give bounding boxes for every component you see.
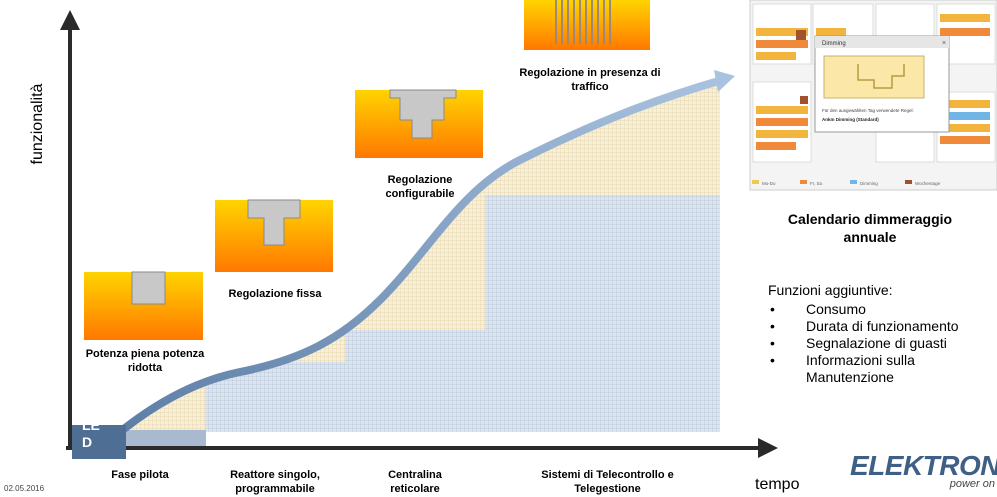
profile-chart-3 [355, 89, 483, 158]
led-tag: LE D [82, 417, 100, 450]
led-box [72, 425, 126, 459]
calendar-popup: Dimming × Für den ausgewählten Tag verwe… [814, 35, 950, 133]
calendar-legend: Mo-Do Fr, Sa Dimming Wochentage [752, 180, 941, 186]
x-axis-label: tempo [755, 476, 800, 493]
x-axis-arrow [758, 438, 778, 458]
evolution-curve [117, 76, 724, 436]
list-item: Consumo [768, 301, 959, 318]
date-stamp: 02.05.2016 [4, 484, 45, 493]
stage-label-pilot: Fase pilota [111, 469, 169, 481]
profile-chart-4 [524, 0, 650, 50]
profile-chart-2 [215, 199, 333, 272]
popup-title: Dimming [822, 41, 846, 47]
y-axis-arrow [60, 10, 80, 30]
curve-arrowhead [714, 70, 735, 92]
calendar-title: Calendario dimmeraggio annuale [787, 211, 953, 245]
popup-note: Für den ausgewählten Tag verwendete Rege… [822, 108, 914, 113]
svg-text:Fr, Sa: Fr, Sa [810, 181, 823, 186]
stage-label-telecontrol: Sistemi di Telecontrollo e Telegestione [541, 469, 674, 495]
y-axis-label: funzionalità [29, 83, 46, 165]
brand-tagline: power on [949, 478, 995, 490]
stage-label-single-ballast: Reattore singolo, programmabile [230, 469, 320, 495]
profile-chart-1 [84, 271, 203, 340]
stage-label-central-unit: Centralina reticolare [388, 469, 442, 495]
svg-text:Mo-Do: Mo-Do [762, 181, 776, 186]
profile-label-fixed: Regolazione fissa [228, 288, 322, 300]
popup-rule: Ankm Dimming (Standard) [822, 117, 879, 122]
list-item: Segnalazione di guasti [768, 335, 959, 352]
elektron-logo: ELEKTRON power on [850, 450, 997, 491]
svg-text:×: × [942, 40, 946, 47]
additional-functions: Funzioni aggiuntive: Consumo Durata di f… [768, 282, 959, 386]
pilot-bar [126, 430, 206, 448]
brand-name: ELEKTRON [850, 450, 997, 481]
additional-functions-list: Consumo Durata di funzionamento Segnalaz… [768, 301, 959, 386]
profile-label-traffic: Regolazione in presenza di traffico [519, 67, 661, 93]
additional-functions-heading: Funzioni aggiuntive: [768, 282, 893, 298]
calendar-screenshot: Dimming × Für den ausgewählten Tag verwe… [749, 0, 997, 191]
profile-label-full-reduced: Potenza piena potenza ridotta [85, 348, 205, 374]
svg-text:Wochentage: Wochentage [915, 181, 941, 186]
list-item: Informazioni sulla Manutenzione [768, 352, 956, 386]
list-item: Durata di funzionamento [768, 318, 959, 335]
profile-label-configurable: Regolazione configurabile [385, 174, 455, 200]
svg-text:Dimming: Dimming [860, 181, 878, 186]
